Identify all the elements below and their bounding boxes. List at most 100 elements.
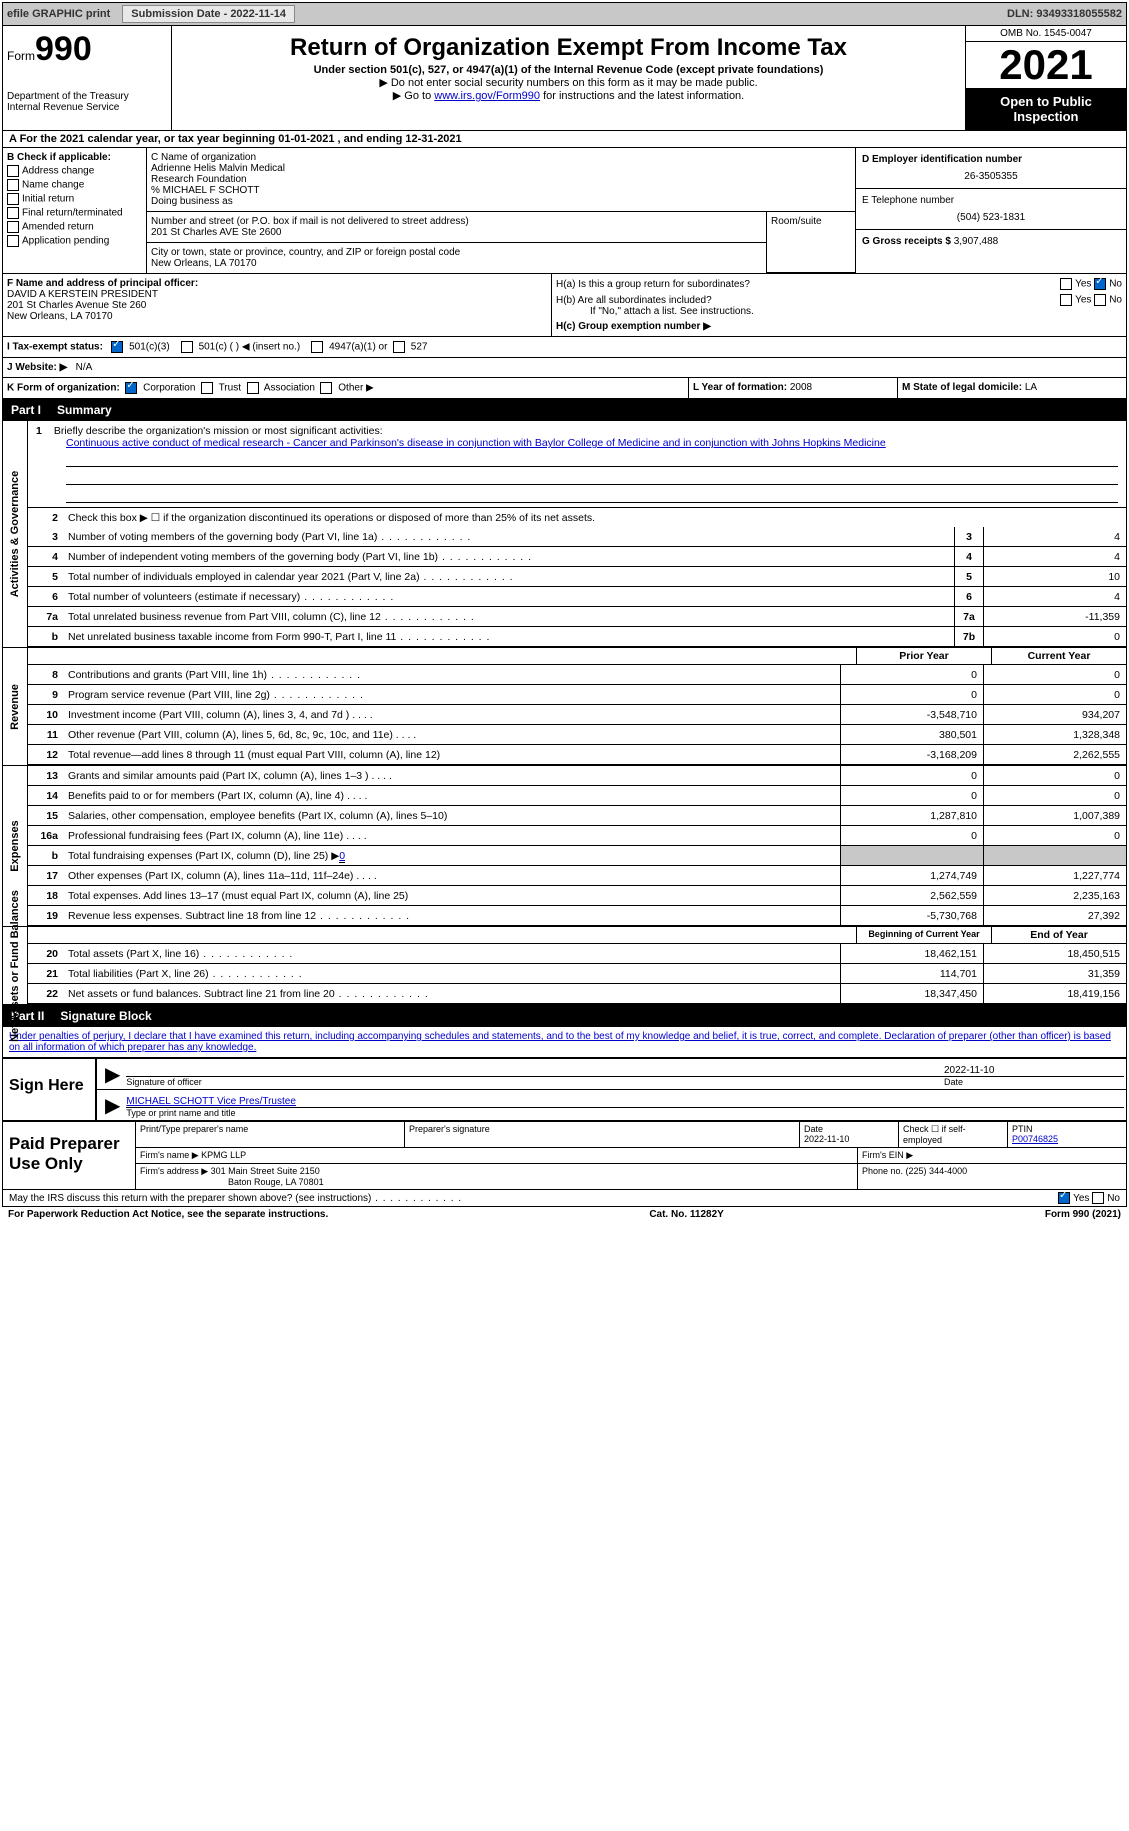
no-label: No [1109,279,1122,290]
header-center: Return of Organization Exempt From Incom… [172,26,965,130]
hb2-label: If "No," attach a list. See instructions… [556,306,1122,317]
prep-date-val: 2022-11-10 [804,1134,849,1144]
line-4: Number of independent voting members of … [64,549,954,565]
checkbox-hb-yes[interactable] [1060,294,1072,306]
checkbox-trust[interactable] [201,382,213,394]
header-right: OMB No. 1545-0047 2021 Open to Public In… [965,26,1126,130]
p11: 380,501 [840,725,983,744]
firm-name-val: KPMG LLP [201,1150,246,1160]
val-7b: 0 [983,627,1126,646]
mission-text[interactable]: Continuous active conduct of medical res… [66,437,886,449]
officer-addr2: New Orleans, LA 70170 [7,311,547,322]
checkbox-ha-no[interactable] [1094,278,1106,290]
form-org-label: K Form of organization: [7,383,120,394]
line-13: Grants and similar amounts paid (Part IX… [64,768,840,784]
block-m: M State of legal domicile: LA [898,378,1126,398]
line-16b-text: Total fundraising expenses (Part IX, col… [68,850,339,862]
officer-label: F Name and address of principal officer: [7,278,547,289]
part1-num: Part I [11,403,41,417]
c8: 0 [983,665,1126,684]
firm-name-label: Firm's name ▶ [140,1150,201,1160]
val-6: 4 [983,587,1126,606]
ptin-value[interactable]: P00746825 [1012,1134,1058,1144]
discuss-yes: Yes [1073,1193,1089,1204]
line-6: Total number of volunteers (estimate if … [64,589,954,605]
opt-501c: 501(c) ( ) ◀ (insert no.) [199,342,301,353]
p17: 1,274,749 [840,866,983,885]
efile-label: efile GRAPHIC print [7,8,110,20]
checkbox-501c[interactable] [181,341,193,353]
row-a-text: A For the 2021 calendar year, or tax yea… [9,133,278,145]
line-16b: Total fundraising expenses (Part IX, col… [64,848,840,864]
checkbox-name-change[interactable] [7,179,19,191]
checkbox-final-return[interactable] [7,207,19,219]
officer-name-typed[interactable]: MICHAEL SCHOTT Vice Pres/Trustee [126,1096,296,1107]
address-block: Number and street (or P.O. box if mail i… [147,212,855,273]
prep-name-label: Print/Type preparer's name [136,1122,405,1147]
summary-revenue: Revenue Prior YearCurrent Year 8Contribu… [2,648,1127,766]
checkbox-hb-no[interactable] [1094,294,1106,306]
val-7a: -11,359 [983,607,1126,626]
line-12: Total revenue—add lines 8 through 11 (mu… [64,747,840,763]
ein-label: D Employer identification number [862,154,1120,165]
checkbox-4947[interactable] [311,341,323,353]
c10: 934,207 [983,705,1126,724]
part-2-header: Part II Signature Block [2,1005,1127,1027]
checkbox-527[interactable] [393,341,405,353]
city-value: New Orleans, LA 70170 [151,258,762,269]
checkbox-ha-yes[interactable] [1060,278,1072,290]
checkbox-corp[interactable] [125,382,137,394]
declaration-text[interactable]: Under penalties of perjury, I declare th… [9,1031,1111,1053]
opt-corp: Corporation [143,383,195,394]
checkbox-initial-return[interactable] [7,193,19,205]
paid-preparer-row: Paid Preparer Use Only Print/Type prepar… [3,1120,1126,1189]
p13: 0 [840,766,983,785]
phone-label: E Telephone number [862,195,1120,206]
c9: 0 [983,685,1126,704]
p15: 1,287,810 [840,806,983,825]
year-end: 12-31-2021 [405,133,461,145]
checkbox-discuss-no[interactable] [1092,1192,1104,1204]
c15: 1,007,389 [983,806,1126,825]
c13: 0 [983,766,1126,785]
opt-527: 527 [411,342,428,353]
irs-link[interactable]: www.irs.gov/Form990 [434,90,540,102]
org-name-label: C Name of organization [151,152,851,163]
omb-label: OMB No. 1545-0047 [966,26,1126,42]
vert-exp-label: Expenses [9,820,21,871]
p18: 2,562,559 [840,886,983,905]
opt-other: Other ▶ [338,383,373,394]
line-21: Total liabilities (Part X, line 26) [64,966,840,982]
line-8: Contributions and grants (Part VIII, lin… [64,667,840,683]
row-a-text2: , and ending [338,133,406,145]
yes-label-2: Yes [1075,295,1091,306]
checkbox-address-change[interactable] [7,165,19,177]
checkbox-pending[interactable] [7,235,19,247]
checkbox-discuss-yes[interactable] [1058,1192,1070,1204]
underline-2 [66,469,1118,485]
mission-label: Briefly describe the organization's miss… [54,425,383,437]
boy-hdr: Beginning of Current Year [856,927,991,943]
submission-date-button[interactable]: Submission Date - 2022-11-14 [122,5,295,23]
org-name-1: Adrienne Helis Malvin Medical [151,163,851,174]
sig-date-value: 2022-11-10 [938,1065,1124,1077]
eoy-hdr: End of Year [991,927,1126,943]
paperwork-notice: For Paperwork Reduction Act Notice, see … [8,1209,328,1220]
yes-label: Yes [1075,279,1091,290]
line-16b-link[interactable]: 0 [339,850,345,863]
prep-date-label: Date [804,1124,823,1134]
dba-label: Doing business as [151,196,851,207]
checkbox-501c3[interactable] [111,341,123,353]
opt-4947: 4947(a)(1) or [329,342,387,353]
goto-prefix: ▶ Go to [393,90,434,102]
line-22: Net assets or fund balances. Subtract li… [64,986,840,1002]
subtitle-1: Under section 501(c), 527, or 4947(a)(1)… [178,64,959,76]
year-formation-val: 2008 [790,382,812,393]
checkbox-other[interactable] [320,382,332,394]
no-label-2: No [1109,295,1122,306]
checkbox-assoc[interactable] [247,382,259,394]
checkbox-amended[interactable] [7,221,19,233]
col-b-label: B Check if applicable: [7,152,142,163]
p21: 114,701 [840,964,983,983]
c22: 18,419,156 [983,984,1126,1003]
